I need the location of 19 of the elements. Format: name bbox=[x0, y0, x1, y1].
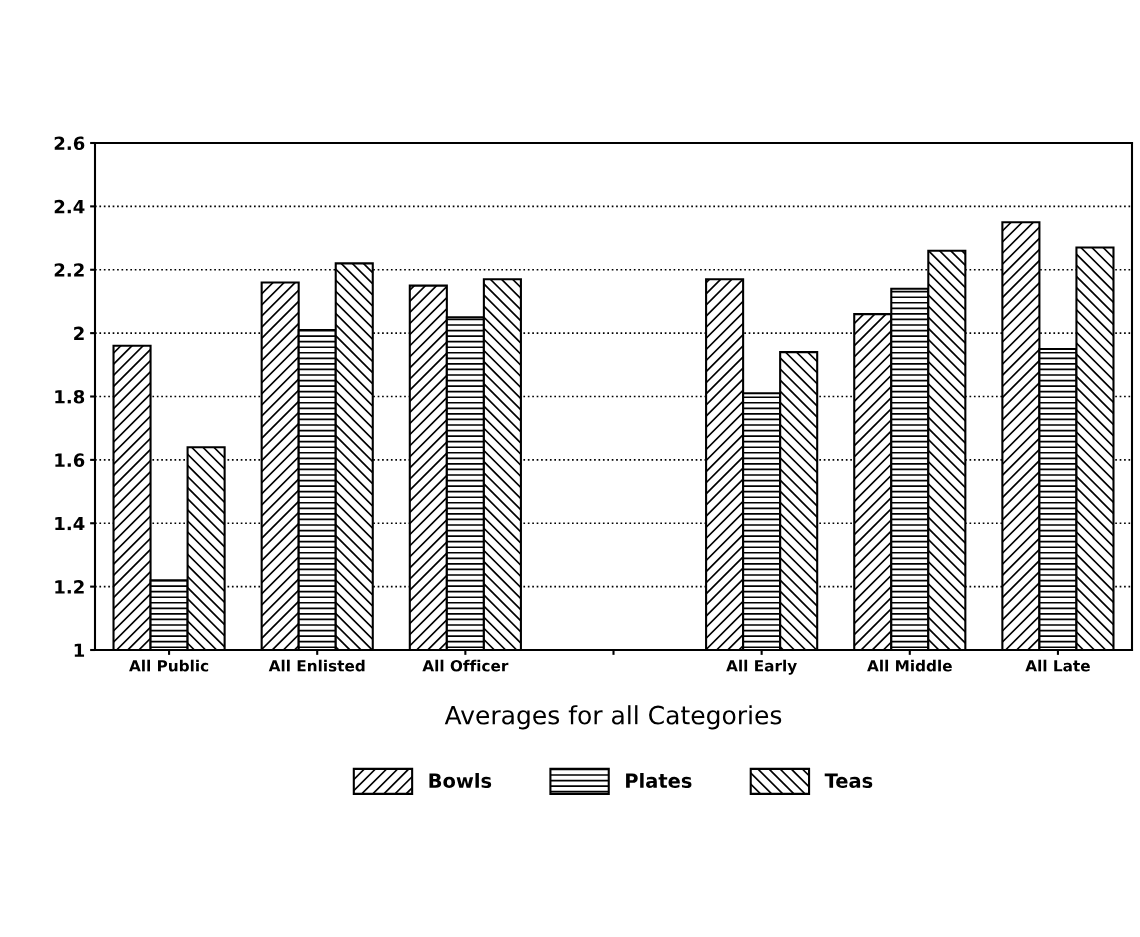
legend-label: Teas bbox=[824, 773, 873, 789]
x-tick-label: All Public bbox=[129, 659, 209, 672]
y-tick-label: 2.4 bbox=[54, 199, 85, 214]
y-tick-label: 2.2 bbox=[54, 263, 84, 277]
x-tick-label: All Middle bbox=[867, 659, 952, 672]
y-tick-label: 1.2 bbox=[55, 580, 84, 594]
x-tick-label: All Enlisted bbox=[268, 659, 365, 672]
y-tick-label: 1.6 bbox=[55, 453, 85, 467]
x-tick-label: All Officer bbox=[422, 659, 509, 672]
y-tick-label: 2 bbox=[74, 326, 84, 340]
x-tick-label: All Early bbox=[726, 659, 797, 675]
legend-label: Plates bbox=[626, 772, 692, 789]
y-tick-label: 1 bbox=[74, 643, 85, 657]
x-axis-title: Averages for all Categories bbox=[444, 705, 782, 730]
legend-label: Bowls bbox=[429, 772, 492, 789]
y-tick-label: 1.4 bbox=[55, 516, 85, 531]
x-tick-label: All Late bbox=[1025, 659, 1090, 672]
y-tick-label: 1.8 bbox=[55, 389, 85, 404]
y-tick-label: 2.6 bbox=[54, 136, 85, 151]
